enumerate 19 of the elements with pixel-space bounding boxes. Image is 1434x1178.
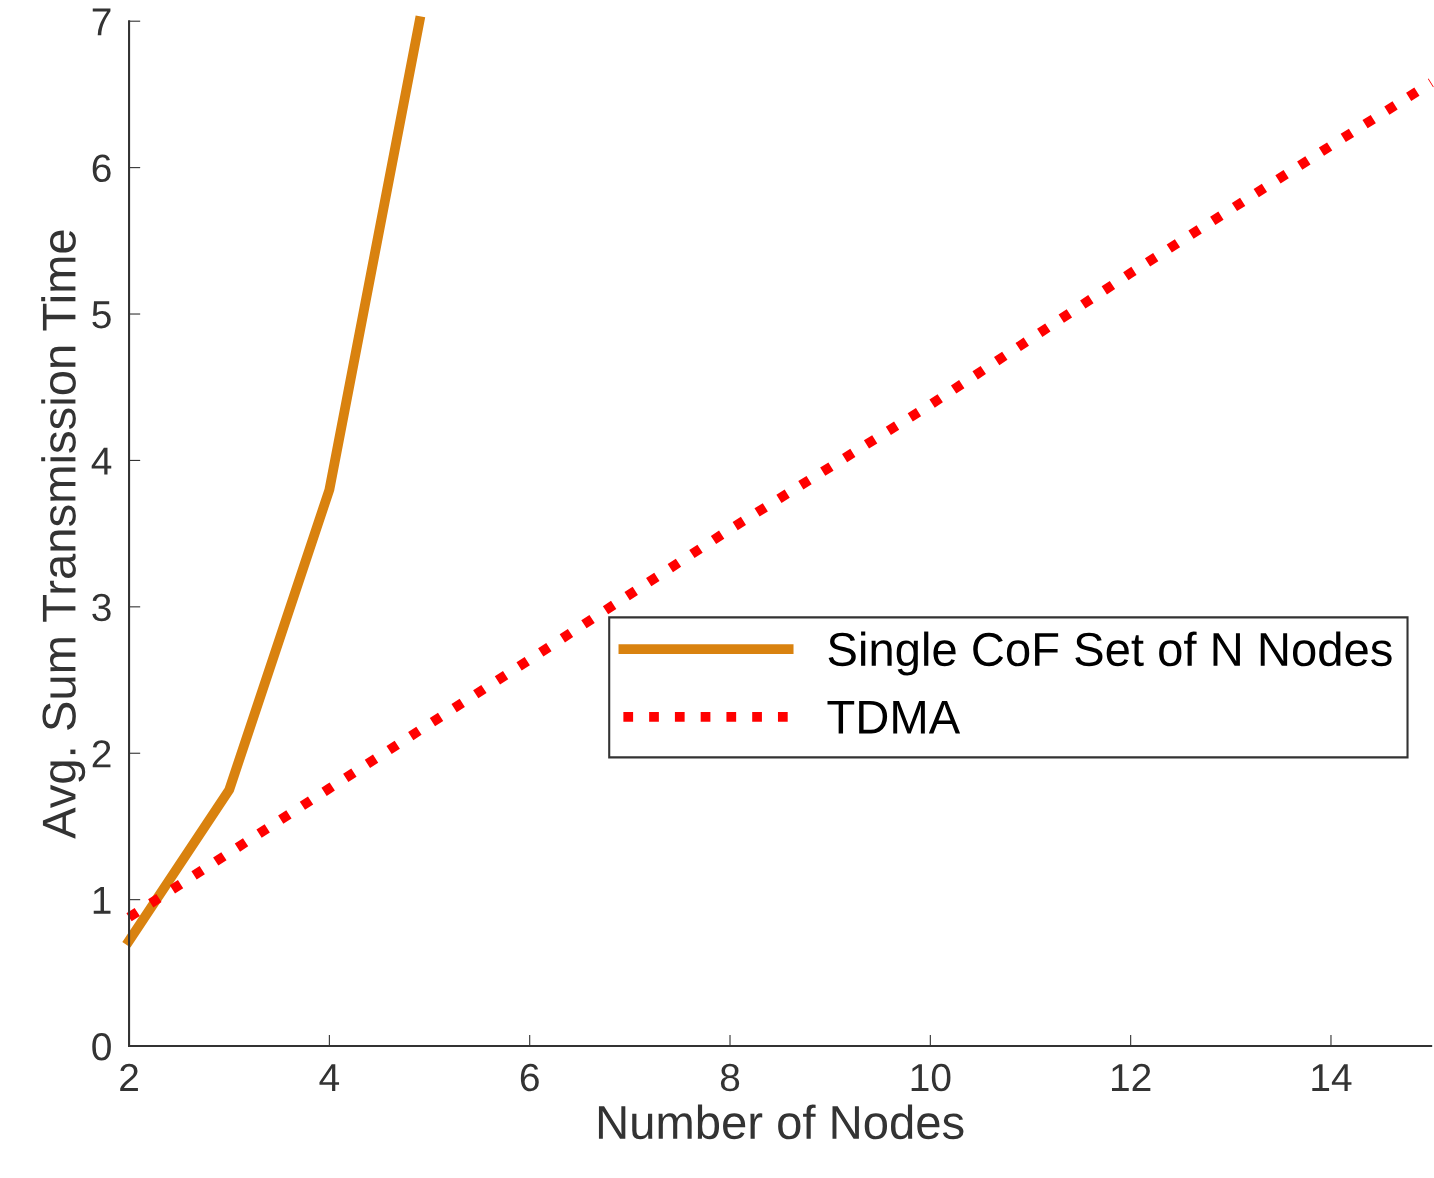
x-tick-label: 8 [720,1063,740,1092]
y-tick-label: 5 [92,301,111,329]
x-axis-title: Number of Nodes [598,1104,964,1140]
y-axis-title: Avg. Sum Transmission Time [41,230,86,839]
y-tick-label: 1 [93,886,111,914]
x-tick-label: 2 [120,1063,138,1091]
x-tick-label: 6 [520,1063,539,1092]
x-tick-label: 10 [911,1063,951,1092]
y-tick-label: 6 [92,154,111,183]
y-tick-label: 2 [92,740,111,768]
legend-label: Single CoF Set of N Nodes [828,631,1392,676]
legend-label: TDMA [827,700,961,734]
y-tick-label: 4 [91,447,112,475]
y-tick-label: 0 [92,1033,111,1061]
x-tick-label: 14 [1312,1064,1352,1091]
y-tick-label: 3 [92,593,111,622]
x-tick-label: 12 [1111,1063,1151,1091]
x-tick-label: 4 [319,1064,340,1091]
y-tick-label: 7 [92,8,111,36]
